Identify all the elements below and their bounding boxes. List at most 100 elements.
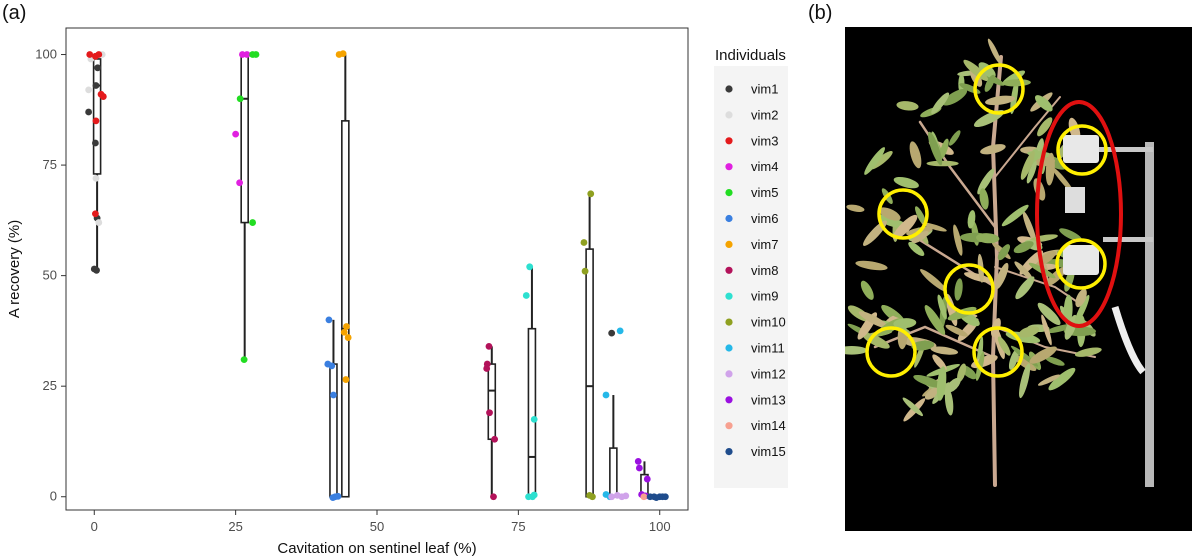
legend-label-vim15: vim15 xyxy=(751,444,786,459)
data-point-vim11 xyxy=(602,391,610,399)
leaf xyxy=(1075,288,1087,308)
leaf xyxy=(945,324,968,337)
leaf xyxy=(942,88,968,106)
leaf xyxy=(1034,95,1053,112)
legend-label-vim6: vim6 xyxy=(751,211,778,226)
sensor-stand xyxy=(1063,135,1154,487)
data-point-vim7 xyxy=(340,328,348,336)
data-point-vim8 xyxy=(485,342,493,350)
y-tick-label: 50 xyxy=(43,268,57,283)
plant-illustration xyxy=(836,38,1154,487)
data-point-vim1 xyxy=(93,266,100,274)
legend-key-vim5 xyxy=(725,189,733,197)
legend-key-vim14 xyxy=(725,422,733,430)
legend-label-vim14: vim14 xyxy=(751,418,786,433)
x-tick-label: 75 xyxy=(511,519,525,534)
legend-key-vim7 xyxy=(725,240,733,248)
leaf xyxy=(1051,167,1074,193)
y-axis-title: A recovery (%) xyxy=(6,220,23,318)
leaf xyxy=(911,340,935,351)
sensor-clip-1 xyxy=(1063,135,1099,163)
leaf xyxy=(953,224,963,256)
legend-label-vim2: vim2 xyxy=(751,107,778,122)
data-point-vim13 xyxy=(643,475,651,483)
legend-key-vim12 xyxy=(725,370,733,378)
data-points-layer xyxy=(85,50,669,502)
panel-label-a: (a) xyxy=(2,2,27,24)
legend-key-vim10 xyxy=(725,318,733,326)
y-tick-label: 25 xyxy=(43,378,57,393)
leaf xyxy=(836,346,868,355)
legend-key-vim9 xyxy=(725,292,733,300)
legend-label-vim4: vim4 xyxy=(751,159,778,174)
data-point-vim13 xyxy=(634,457,642,465)
leaf xyxy=(913,374,944,389)
legend-key-vim6 xyxy=(725,214,733,223)
data-point-vim13 xyxy=(635,464,643,472)
leaf xyxy=(893,176,919,189)
panel-label-b: (b) xyxy=(808,2,833,24)
legend-label-vim5: vim5 xyxy=(751,185,778,200)
leaf xyxy=(980,144,1006,155)
leaf xyxy=(997,336,1011,356)
data-point-vim7 xyxy=(342,376,350,383)
leaf xyxy=(881,305,902,319)
data-point-vim8 xyxy=(486,409,493,417)
highlight-circles xyxy=(865,63,1123,378)
legend-label-vim13: vim13 xyxy=(751,392,786,407)
leaf xyxy=(915,206,927,227)
leaf xyxy=(1045,356,1065,366)
leaf xyxy=(954,278,963,301)
data-point-vim6 xyxy=(334,492,342,500)
data-point-vim2 xyxy=(95,219,103,226)
data-point-vim10 xyxy=(589,493,596,501)
boxplot-box xyxy=(609,447,618,498)
data-point-vim3 xyxy=(92,117,100,125)
data-point-vim9 xyxy=(522,292,530,299)
sensor-group-highlight xyxy=(1035,100,1123,328)
legend-label-vim12: vim12 xyxy=(751,366,786,381)
leaf xyxy=(1063,294,1073,326)
leaf xyxy=(1010,79,1019,115)
boxplot-box xyxy=(487,363,497,441)
leaf xyxy=(1064,314,1078,340)
leaf xyxy=(1022,211,1037,244)
leaf xyxy=(921,222,947,232)
leaf xyxy=(896,101,919,111)
data-point-vim9 xyxy=(530,415,538,423)
leaf xyxy=(855,260,888,271)
leaf xyxy=(964,272,993,283)
legend-label-vim7: vim7 xyxy=(751,237,778,252)
data-point-vim3 xyxy=(95,51,103,58)
data-point-vim6 xyxy=(328,362,336,370)
leaf xyxy=(1020,150,1035,180)
data-point-vim11 xyxy=(616,327,624,335)
data-point-vim6 xyxy=(325,316,333,324)
leaf xyxy=(939,138,949,160)
scatter-chart: 0 25 50 75 100 0 25 50 75 100 Cavitation on senti… xyxy=(6,27,788,557)
legend-key-vim3 xyxy=(725,137,733,145)
leaf xyxy=(893,318,917,329)
data-point-vim12 xyxy=(608,493,616,501)
data-point-vim10 xyxy=(581,267,589,275)
leaf xyxy=(892,214,918,240)
leaf xyxy=(909,141,922,169)
leaf xyxy=(1029,346,1057,364)
data-point-vim10 xyxy=(587,190,595,198)
leaf xyxy=(1037,117,1053,137)
leaf xyxy=(936,366,947,401)
leaf xyxy=(1008,348,1019,370)
leaf xyxy=(946,377,961,393)
data-point-vim3 xyxy=(86,51,94,58)
boxplot-box xyxy=(585,248,594,498)
data-point-vim8 xyxy=(491,435,499,443)
legend-key-vim13 xyxy=(725,396,733,404)
boxplot-layer xyxy=(92,53,649,498)
legend-label-vim1: vim1 xyxy=(751,82,778,97)
leaf xyxy=(1037,302,1061,326)
data-point-vim4 xyxy=(243,51,251,58)
data-point-vim3 xyxy=(92,210,99,218)
leaf xyxy=(1045,266,1067,287)
data-point-vim4 xyxy=(236,179,243,187)
leaf xyxy=(927,131,943,166)
